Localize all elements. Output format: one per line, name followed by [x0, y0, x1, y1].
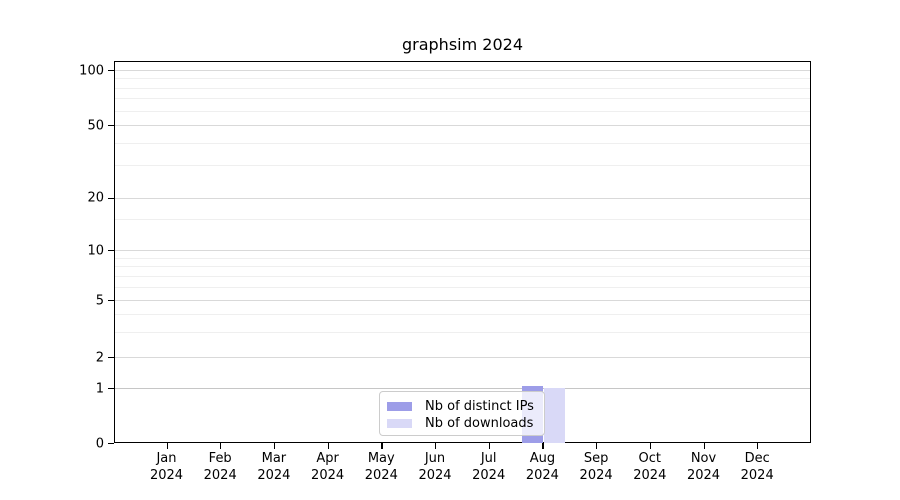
- major-gridline-50: [115, 125, 810, 126]
- y-axis-label-10: 10: [87, 243, 104, 258]
- y-axis-label-0: 0: [95, 436, 104, 451]
- x-axis-tick-apr: [327, 443, 329, 449]
- x-axis-label-feb: Feb 2024: [203, 451, 237, 483]
- legend-label-distinct-ips: Nb of distinct IPs: [425, 399, 534, 414]
- y-axis-tick-2: [108, 357, 114, 359]
- y-axis-label-2: 2: [95, 350, 104, 365]
- x-axis-label-jan: Jan 2024: [149, 451, 184, 483]
- x-axis-tick-may: [381, 443, 383, 449]
- x-axis-tick-mar: [273, 443, 276, 449]
- y-axis-label-50: 50: [87, 118, 104, 133]
- minor-gridline-15: [115, 219, 810, 221]
- minor-gridline-6: [115, 286, 810, 288]
- x-axis-tick-aug: [542, 443, 544, 449]
- legend-swatch-distinct-ips: [387, 402, 412, 411]
- x-axis-tick-jun: [435, 443, 437, 449]
- y-axis-tick-50: [108, 125, 114, 127]
- y-axis-tick-10: [108, 250, 114, 252]
- x-axis-tick-nov: [703, 443, 705, 449]
- minor-gridline-8: [115, 266, 810, 268]
- x-axis-label-nov: Nov 2024: [686, 451, 721, 483]
- x-axis-tick-sep: [596, 443, 598, 449]
- y-axis-label-1: 1: [95, 381, 104, 396]
- x-axis-label-oct: Oct 2024: [633, 451, 667, 483]
- chart-title: graphsim 2024: [401, 35, 523, 54]
- y-axis-tick-100: [108, 70, 114, 72]
- x-axis-tick-feb: [220, 443, 222, 449]
- x-axis-tick-dec: [757, 443, 759, 449]
- x-axis-label-mar: Mar 2024: [257, 451, 291, 483]
- major-gridline-2: [115, 357, 810, 358]
- x-axis-label-dec: Dec 2024: [740, 451, 774, 483]
- minor-gridline-70: [115, 98, 810, 100]
- y-axis-tick-5: [108, 300, 114, 302]
- bar-downloads-aug: [543, 387, 565, 443]
- legend-item-downloads: Nb of downloads: [387, 415, 536, 432]
- major-gridline-100: [115, 70, 810, 71]
- legend-item-distinct-ips: Nb of distinct IPs: [387, 398, 536, 415]
- y-axis-label-5: 5: [95, 293, 104, 308]
- x-axis-label-jul: Jul 2024: [472, 451, 506, 483]
- major-gridline-5: [115, 300, 810, 301]
- major-gridline-10: [115, 250, 810, 251]
- y-axis-label-100: 100: [79, 63, 104, 78]
- minor-gridline-80: [115, 87, 810, 89]
- minor-gridline-7: [115, 275, 810, 277]
- minor-gridline-90: [115, 78, 810, 80]
- minor-gridline-9: [115, 257, 810, 259]
- x-axis-label-sep: Sep 2024: [579, 451, 613, 483]
- x-axis-label-jun: Jun 2024: [418, 451, 452, 483]
- legend: Nb of distinct IPs Nb of downloads: [379, 391, 545, 436]
- plot-area: [114, 61, 811, 443]
- y-axis-tick-20: [108, 197, 114, 199]
- y-axis-tick-0: [108, 443, 114, 445]
- y-axis-label-20: 20: [87, 190, 104, 206]
- major-gridline-1: [115, 388, 810, 389]
- x-axis-label-aug: Aug 2024: [525, 451, 559, 483]
- legend-label-downloads: Nb of downloads: [425, 416, 534, 431]
- x-axis-tick-jan: [166, 443, 168, 449]
- x-axis-tick-jul: [488, 443, 490, 449]
- x-axis-tick-oct: [649, 443, 652, 449]
- y-axis-tick-1: [108, 388, 114, 390]
- minor-gridline-4: [115, 313, 810, 315]
- minor-gridline-3: [115, 331, 810, 333]
- major-gridline-20: [115, 197, 810, 199]
- minor-gridline-60: [115, 110, 810, 112]
- minor-gridline-30: [115, 165, 810, 167]
- x-axis-label-may: May 2024: [364, 451, 398, 483]
- x-axis-label-apr: Apr 2024: [311, 451, 345, 483]
- minor-gridline-40: [115, 142, 810, 144]
- legend-swatch-downloads: [387, 419, 412, 428]
